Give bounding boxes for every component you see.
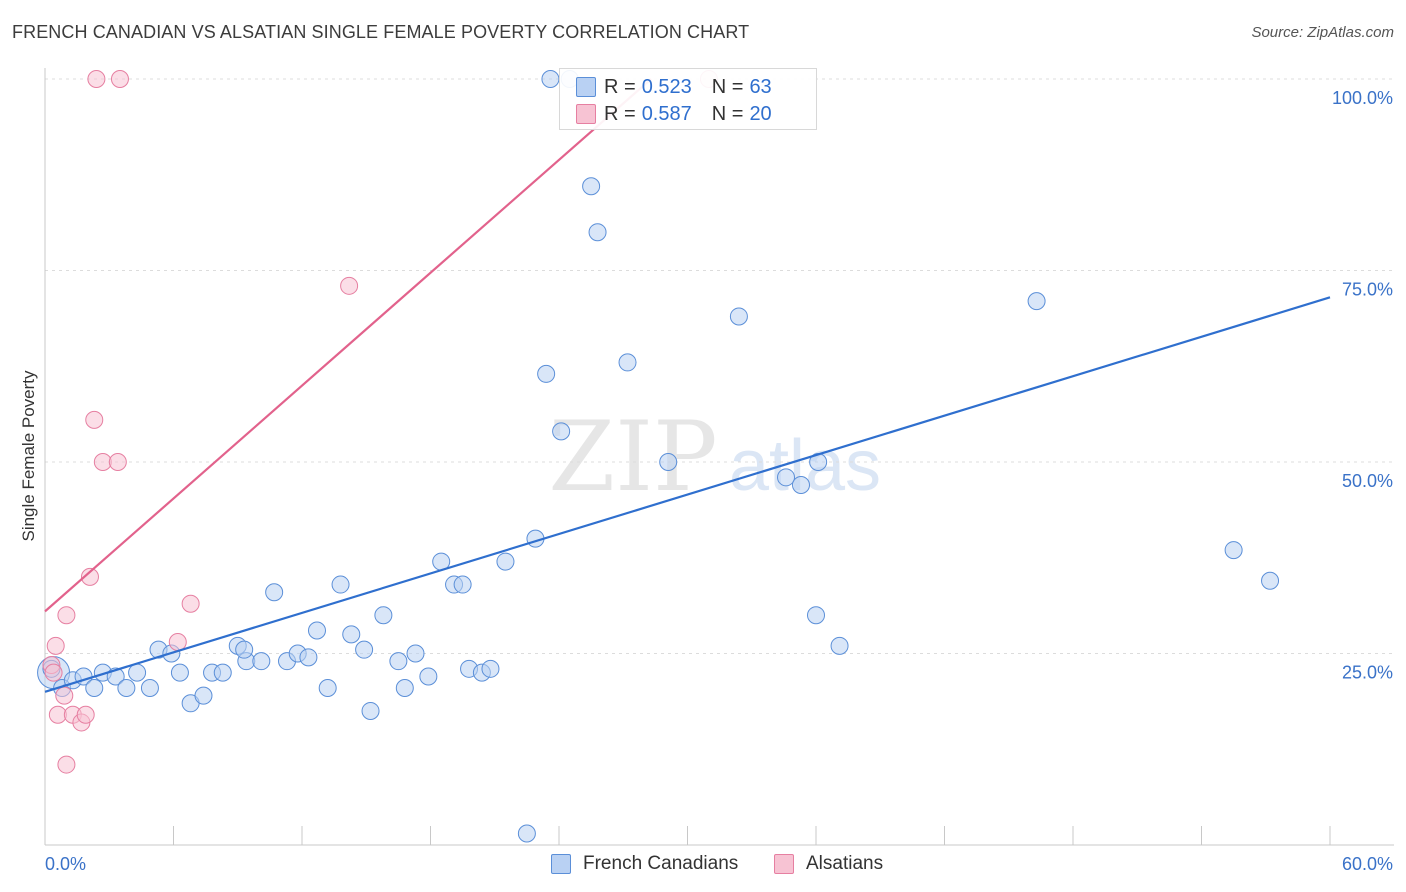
point-french-canadians [235, 640, 254, 659]
point-french-canadians [389, 652, 408, 671]
point-french-canadians [170, 663, 189, 682]
point-alsatians [48, 705, 67, 724]
point-french-canadians [588, 223, 607, 242]
point-french-canadians [807, 606, 825, 625]
point-alsatians [85, 410, 104, 429]
point-french-canadians [140, 678, 159, 697]
point-french-canadians [307, 621, 326, 640]
point-alsatians [87, 70, 106, 88]
point-alsatians [57, 606, 76, 625]
point-french-canadians [331, 575, 350, 594]
point-french-canadians [395, 678, 414, 697]
trend-line-french-canadians [44, 296, 1331, 693]
point-alsatians [44, 663, 63, 682]
bottom-legend-alsatians: Alsatians [774, 852, 883, 876]
point-alsatians [76, 705, 95, 724]
legend-r-value-blue: 0.523 [641, 75, 692, 98]
point-alsatians [46, 636, 65, 655]
point-french-canadians [659, 453, 678, 471]
point-french-canadians [517, 824, 536, 843]
y-tick-label: 100.0% [1332, 88, 1393, 108]
point-french-canadians [265, 583, 284, 602]
point-alsatians [57, 755, 76, 774]
point-french-canadians [361, 701, 380, 720]
point-french-canadians [318, 678, 337, 697]
point-french-canadians [128, 663, 147, 682]
bottom-legend-label-pink: Alsatians [806, 853, 884, 874]
point-french-canadians [729, 307, 748, 326]
bottom-legend-swatch-blue [551, 854, 571, 874]
stats-legend: R = 0.523 N = 63 R = 0.587 N = 20 [559, 68, 817, 130]
point-alsatians [80, 567, 99, 586]
point-french-canadians [252, 652, 271, 671]
source-credit: Source: ZipAtlas.com [1251, 24, 1394, 41]
point-french-canadians [496, 552, 515, 571]
legend-row-alsatians: R = 0.587 N = 20 [576, 102, 772, 126]
point-alsatians [55, 686, 74, 705]
point-alsatians [110, 70, 129, 88]
point-alsatians [108, 453, 127, 471]
legend-r-value-pink: 0.587 [641, 102, 692, 125]
bottom-legend-french-canadians: French Canadians [551, 852, 738, 876]
chart-title: FRENCH CANADIAN VS ALSATIAN SINGLE FEMAL… [12, 22, 750, 42]
point-french-canadians [618, 353, 637, 372]
point-alsatians [168, 633, 187, 652]
legend-n-value-blue: 63 [749, 75, 772, 98]
legend-swatch-pink [576, 104, 596, 124]
point-french-canadians [213, 663, 232, 682]
point-french-canadians [537, 364, 556, 383]
point-alsatians [93, 453, 112, 471]
point-french-canadians [777, 468, 796, 487]
point-french-canadians [374, 606, 393, 625]
point-french-canadians [1224, 541, 1243, 560]
watermark-zip: ZIP [548, 401, 717, 513]
point-french-canadians [1261, 571, 1280, 590]
y-tick-label: 75.0% [1342, 280, 1393, 300]
y-tick-label: 50.0% [1342, 471, 1393, 491]
point-french-canadians [792, 475, 811, 494]
point-french-canadians [299, 648, 318, 667]
point-french-canadians [541, 70, 560, 88]
point-french-canadians [342, 625, 361, 644]
point-french-canadians [552, 422, 571, 441]
trend-line-alsatians [44, 78, 652, 613]
point-french-canadians [419, 667, 438, 686]
x-tick-label-min: 0.0% [45, 854, 86, 874]
bottom-legend-label-blue: French Canadians [583, 853, 739, 874]
point-french-canadians [355, 640, 374, 659]
point-french-canadians [481, 659, 500, 678]
legend-swatch-blue [576, 77, 596, 97]
point-french-canadians [1027, 292, 1046, 311]
point-french-canadians [453, 575, 472, 594]
point-french-canadians [406, 644, 425, 663]
point-french-canadians [117, 678, 136, 697]
point-french-canadians [582, 177, 601, 196]
point-french-canadians [830, 636, 849, 655]
x-tick-label-max: 60.0% [1342, 854, 1393, 874]
watermark-atlas: atlas [729, 426, 881, 506]
point-french-canadians [85, 678, 104, 697]
point-alsatians [340, 276, 359, 295]
legend-row-french-canadians: R = 0.523 N = 63 [576, 75, 772, 99]
point-alsatians [181, 594, 200, 613]
point-french-canadians [194, 686, 213, 705]
legend-n-value-pink: 20 [749, 102, 772, 125]
bottom-legend-swatch-pink [774, 854, 794, 874]
y-tick-label: 25.0% [1342, 663, 1393, 683]
